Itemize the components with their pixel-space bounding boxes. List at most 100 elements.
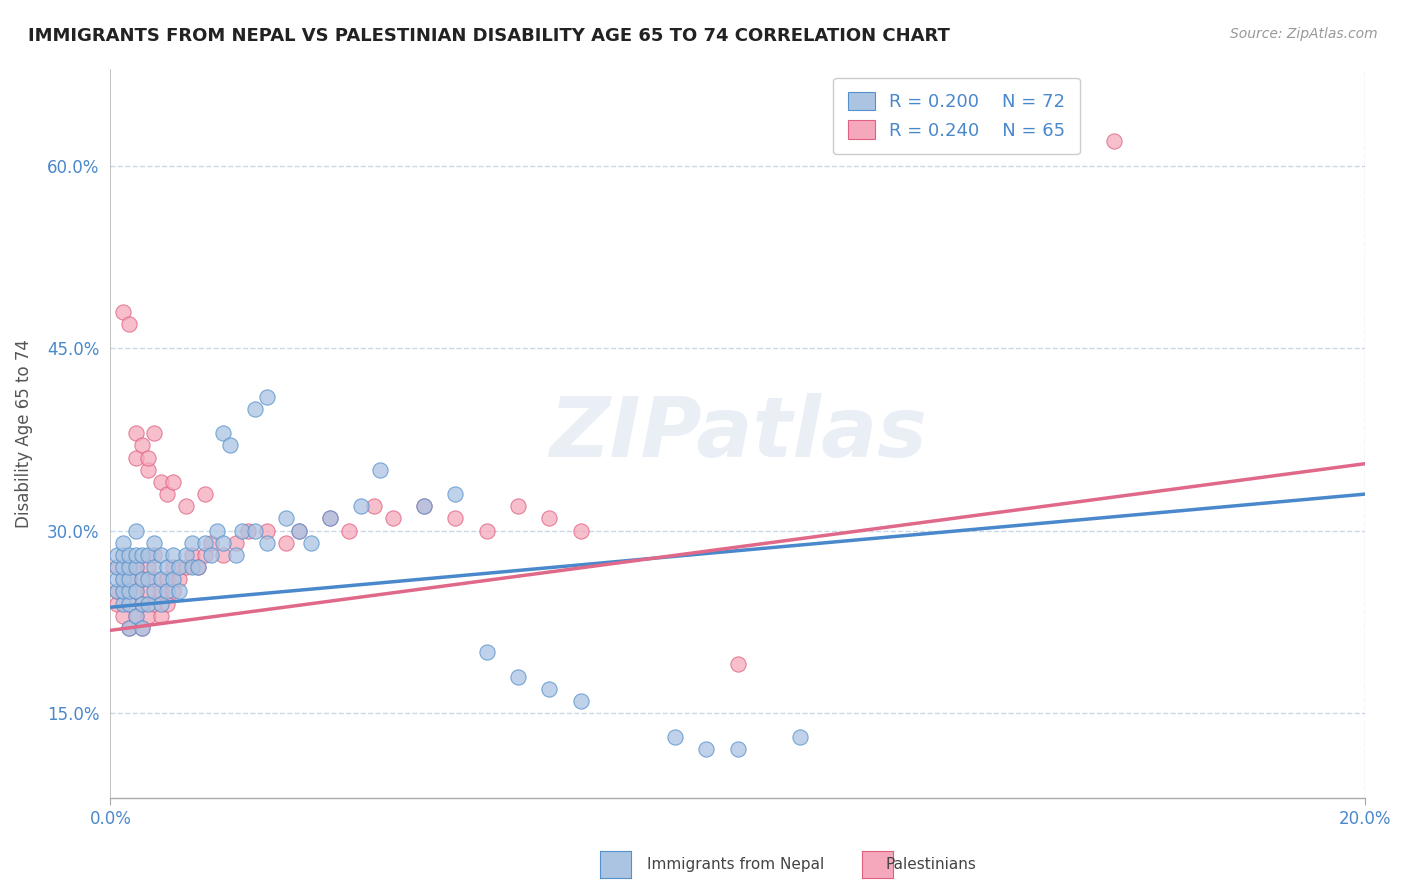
Point (112, 304, 135, 318)
Point (112, 548, 135, 562)
Point (118, 621, 141, 635)
Point (112, 584, 135, 599)
Point (143, 426, 166, 441)
Point (136, 450, 159, 465)
Point (131, 621, 153, 635)
Point (131, 621, 153, 635)
Point (162, 475, 184, 489)
Point (538, 681, 561, 696)
Point (131, 548, 153, 562)
Point (381, 511, 404, 525)
Point (124, 426, 146, 441)
Point (695, 742, 717, 756)
Point (162, 560, 184, 574)
Point (105, 572, 128, 586)
Point (105, 597, 128, 611)
Point (131, 572, 153, 586)
Point (143, 548, 166, 562)
Point (149, 548, 172, 562)
Point (181, 560, 204, 574)
Point (156, 572, 179, 586)
Point (156, 487, 179, 501)
Point (174, 548, 197, 562)
Point (475, 645, 498, 659)
Y-axis label: Disability Age 65 to 74: Disability Age 65 to 74 (15, 339, 32, 528)
Legend: R = 0.200    N = 72, R = 0.240    N = 65: R = 0.200 N = 72, R = 0.240 N = 65 (834, 78, 1080, 154)
Point (200, 535, 222, 549)
Point (156, 560, 179, 574)
Point (118, 597, 141, 611)
Point (162, 584, 184, 599)
Point (200, 548, 222, 562)
Point (112, 572, 135, 586)
Point (319, 511, 342, 525)
Point (508, 669, 530, 683)
Point (212, 548, 235, 562)
Point (350, 500, 373, 514)
Point (274, 535, 297, 549)
Point (149, 584, 172, 599)
Point (243, 524, 266, 538)
Point (156, 584, 179, 599)
Point (136, 548, 159, 562)
Point (124, 560, 146, 574)
Point (118, 597, 141, 611)
Point (136, 584, 159, 599)
Point (143, 572, 166, 586)
Point (187, 560, 209, 574)
Point (363, 500, 385, 514)
Point (112, 560, 135, 574)
Point (136, 597, 159, 611)
Point (124, 584, 146, 599)
Point (136, 560, 159, 574)
Point (368, 463, 391, 477)
Text: Source: ZipAtlas.com: Source: ZipAtlas.com (1230, 27, 1378, 41)
Point (156, 597, 179, 611)
Point (174, 560, 197, 574)
Point (212, 426, 235, 441)
Point (118, 560, 141, 574)
Point (118, 621, 141, 635)
Point (124, 548, 146, 562)
Text: Immigrants from Nepal: Immigrants from Nepal (647, 857, 824, 872)
Point (118, 560, 141, 574)
Point (112, 572, 135, 586)
Point (143, 597, 166, 611)
Point (413, 500, 436, 514)
Point (118, 584, 141, 599)
Point (187, 560, 209, 574)
Point (131, 597, 153, 611)
Point (205, 524, 228, 538)
Point (149, 475, 172, 489)
Point (256, 535, 278, 549)
Point (131, 597, 153, 611)
Point (174, 500, 197, 514)
Point (727, 742, 749, 756)
Point (475, 524, 498, 538)
Point (319, 511, 342, 525)
Point (162, 548, 184, 562)
Point (193, 487, 215, 501)
Point (136, 463, 159, 477)
Point (1102, 135, 1125, 149)
Point (149, 597, 172, 611)
Point (169, 560, 191, 574)
Point (444, 511, 467, 525)
Point (508, 500, 530, 514)
Point (124, 524, 146, 538)
Point (131, 438, 153, 452)
Point (212, 535, 235, 549)
Point (105, 548, 128, 562)
Point (112, 584, 135, 599)
Point (105, 560, 128, 574)
Point (243, 402, 266, 417)
Point (136, 608, 159, 623)
Point (664, 731, 686, 745)
Point (131, 572, 153, 586)
Point (193, 548, 215, 562)
Point (193, 535, 215, 549)
Point (124, 560, 146, 574)
Point (256, 390, 278, 404)
Point (143, 560, 166, 574)
Point (124, 608, 146, 623)
